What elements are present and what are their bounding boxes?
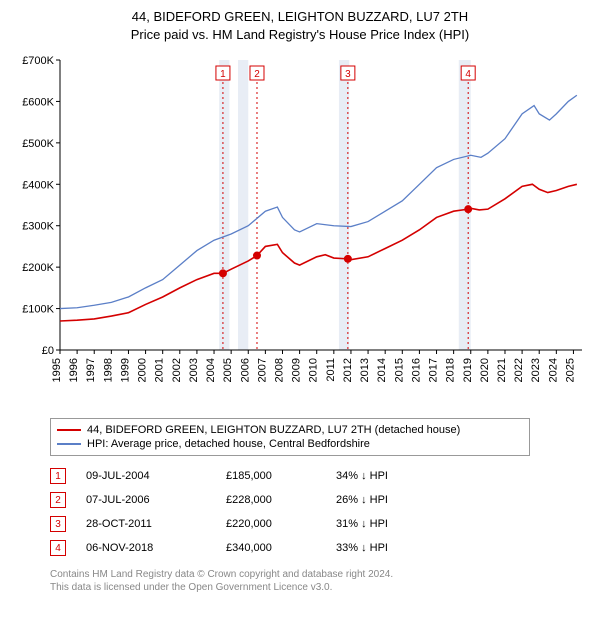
svg-text:2025: 2025: [564, 358, 576, 382]
footer: Contains HM Land Registry data © Crown c…: [50, 568, 590, 594]
table-row: 3 28-OCT-2011 £220,000 31% ↓ HPI: [50, 512, 590, 536]
svg-text:2022: 2022: [513, 358, 525, 382]
marker-box: 2: [50, 492, 66, 508]
table-row: 1 09-JUL-2004 £185,000 34% ↓ HPI: [50, 464, 590, 488]
svg-text:3: 3: [345, 69, 351, 80]
trans-diff: 26% ↓ HPI: [336, 494, 426, 506]
svg-text:1: 1: [220, 69, 226, 80]
trans-diff: 33% ↓ HPI: [336, 542, 426, 554]
svg-text:2011: 2011: [325, 358, 337, 382]
svg-text:2: 2: [254, 69, 260, 80]
svg-text:2001: 2001: [154, 358, 166, 382]
trans-price: £220,000: [226, 518, 316, 530]
table-row: 2 07-JUL-2006 £228,000 26% ↓ HPI: [50, 488, 590, 512]
svg-text:2008: 2008: [273, 358, 285, 382]
svg-text:2019: 2019: [462, 358, 474, 382]
svg-text:2016: 2016: [410, 358, 422, 382]
svg-text:£300K: £300K: [22, 221, 54, 233]
legend-label: HPI: Average price, detached house, Cent…: [87, 438, 370, 450]
legend-row: 44, BIDEFORD GREEN, LEIGHTON BUZZARD, LU…: [57, 423, 523, 437]
svg-text:£600K: £600K: [22, 97, 54, 109]
trans-date: 09-JUL-2004: [86, 470, 206, 482]
svg-text:2000: 2000: [137, 358, 149, 382]
trans-date: 06-NOV-2018: [86, 542, 206, 554]
trans-price: £228,000: [226, 494, 316, 506]
trans-diff: 34% ↓ HPI: [336, 470, 426, 482]
svg-text:2012: 2012: [342, 358, 354, 382]
marker-box: 4: [50, 540, 66, 556]
svg-text:2021: 2021: [496, 358, 508, 382]
svg-text:2009: 2009: [291, 358, 303, 382]
marker-box: 1: [50, 468, 66, 484]
svg-text:£500K: £500K: [22, 138, 54, 150]
legend-swatch: [57, 443, 81, 445]
svg-text:1995: 1995: [51, 358, 63, 382]
svg-text:2003: 2003: [188, 358, 200, 382]
chart-svg: £0 £100K £200K £300K £400K £500K £600K £700K 199…: [10, 50, 590, 410]
svg-text:£400K: £400K: [22, 180, 54, 192]
legend-label: 44, BIDEFORD GREEN, LEIGHTON BUZZARD, LU…: [87, 424, 460, 436]
svg-text:2007: 2007: [256, 358, 268, 382]
svg-text:2018: 2018: [445, 358, 457, 382]
title-line-1: 44, BIDEFORD GREEN, LEIGHTON BUZZARD, LU…: [10, 8, 590, 26]
svg-text:2017: 2017: [428, 358, 440, 382]
legend: 44, BIDEFORD GREEN, LEIGHTON BUZZARD, LU…: [50, 418, 530, 456]
trans-price: £340,000: [226, 542, 316, 554]
svg-text:£0: £0: [42, 345, 54, 357]
svg-text:2010: 2010: [308, 358, 320, 382]
svg-text:£700K: £700K: [22, 55, 54, 67]
title-block: 44, BIDEFORD GREEN, LEIGHTON BUZZARD, LU…: [10, 8, 590, 44]
svg-text:£100K: £100K: [22, 304, 54, 316]
svg-text:1997: 1997: [85, 358, 97, 382]
title-line-2: Price paid vs. HM Land Registry's House …: [10, 26, 590, 44]
svg-text:2005: 2005: [222, 358, 234, 382]
transactions-table: 1 09-JUL-2004 £185,000 34% ↓ HPI 2 07-JU…: [50, 464, 590, 560]
footer-line-1: Contains HM Land Registry data © Crown c…: [50, 568, 590, 581]
legend-swatch: [57, 429, 81, 431]
svg-text:2013: 2013: [359, 358, 371, 382]
footer-line-2: This data is licensed under the Open Gov…: [50, 581, 590, 594]
svg-text:1998: 1998: [102, 358, 114, 382]
svg-text:2023: 2023: [530, 358, 542, 382]
table-row: 4 06-NOV-2018 £340,000 33% ↓ HPI: [50, 536, 590, 560]
svg-text:2002: 2002: [171, 358, 183, 382]
trans-diff: 31% ↓ HPI: [336, 518, 426, 530]
svg-text:£200K: £200K: [22, 263, 54, 275]
svg-text:1996: 1996: [68, 358, 80, 382]
svg-text:2015: 2015: [393, 358, 405, 382]
legend-row: HPI: Average price, detached house, Cent…: [57, 437, 523, 451]
marker-box: 3: [50, 516, 66, 532]
svg-text:2014: 2014: [376, 358, 388, 382]
svg-text:2004: 2004: [205, 358, 217, 382]
trans-date: 07-JUL-2006: [86, 494, 206, 506]
chart-container: 44, BIDEFORD GREEN, LEIGHTON BUZZARD, LU…: [0, 0, 600, 604]
svg-text:2020: 2020: [479, 358, 491, 382]
svg-text:4: 4: [465, 69, 471, 80]
svg-text:1999: 1999: [119, 358, 131, 382]
svg-text:2006: 2006: [239, 358, 251, 382]
trans-date: 28-OCT-2011: [86, 518, 206, 530]
trans-price: £185,000: [226, 470, 316, 482]
chart: £0 £100K £200K £300K £400K £500K £600K £700K 199…: [10, 50, 590, 410]
svg-text:2024: 2024: [547, 358, 559, 382]
